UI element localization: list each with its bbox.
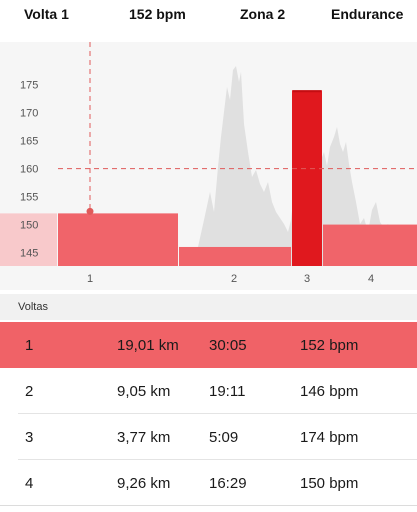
lap-row[interactable]: 2 9,05 km 19:11 146 bpm [0,368,417,414]
lap-time: 5:09 [209,429,239,446]
row-divider [0,505,417,506]
lap-heart-rate: 150 bpm [300,475,359,492]
zone-name: Endurance [331,6,404,22]
summary-header: Volta 1 152 bpm Zona 2 Endurance [0,0,417,42]
y-tick-label: 145 [20,248,38,260]
lap-distance: 9,26 km [117,475,171,492]
lap-bar-2[interactable] [179,246,291,266]
lap-number: 3 [25,429,34,446]
lap-distance: 9,05 km [117,383,171,400]
x-tick-label: 1 [87,273,93,285]
lap-time: 19:11 [209,383,246,400]
x-tick-label: 3 [304,273,310,285]
heart-rate-value: 152 bpm [129,6,186,22]
lap-distance: 3,77 km [117,429,171,446]
lap-bar-cap-3 [293,90,321,93]
y-tick-label: 175 [20,80,38,92]
lap-row[interactable]: 3 3,77 km 5:09 174 bpm [0,414,417,460]
laps-section-header: Voltas [0,294,417,320]
lap-time: 16:29 [209,475,247,492]
chart-svg[interactable]: 145 150 155 160 165 170 175 1 2 3 4 [0,42,417,290]
selected-lap-band [0,213,57,266]
y-tick-label: 165 [20,136,38,148]
lap-distance: 19,01 km [117,337,179,354]
row-divider [18,459,417,460]
lap-number: 2 [25,383,34,400]
laps-table: 1 19,01 km 30:05 152 bpm 2 9,05 km 19:11 146 bp… [0,322,417,506]
lap-row[interactable]: 1 19,01 km 30:05 152 bpm [0,322,417,368]
lap-label: Volta 1 [24,6,69,22]
x-tick-label: 2 [231,273,237,285]
zone-label: Zona 2 [240,6,286,22]
y-tick-label: 155 [20,192,38,204]
laps-section-label: Voltas [18,301,48,313]
x-tick-label: 4 [368,273,374,285]
y-tick-label: 160 [20,164,38,176]
lap-bar-3[interactable] [292,90,322,266]
lap-time: 30:05 [209,337,247,354]
lap-heart-rate: 146 bpm [300,383,359,400]
y-tick-label: 170 [20,108,38,120]
row-divider [18,413,417,414]
selection-cursor-dot [86,207,94,215]
y-tick-label: 150 [20,220,38,232]
lap-bar-4[interactable] [323,224,417,266]
lap-heart-rate: 152 bpm [300,337,359,354]
lap-bar-1[interactable] [58,213,178,266]
lap-row[interactable]: 4 9,26 km 16:29 150 bpm [0,460,417,506]
lap-number: 4 [25,475,34,492]
lap-number: 1 [25,337,34,354]
heart-rate-chart[interactable]: 145 150 155 160 165 170 175 1 2 3 4 [0,42,417,290]
lap-heart-rate: 174 bpm [300,429,359,446]
